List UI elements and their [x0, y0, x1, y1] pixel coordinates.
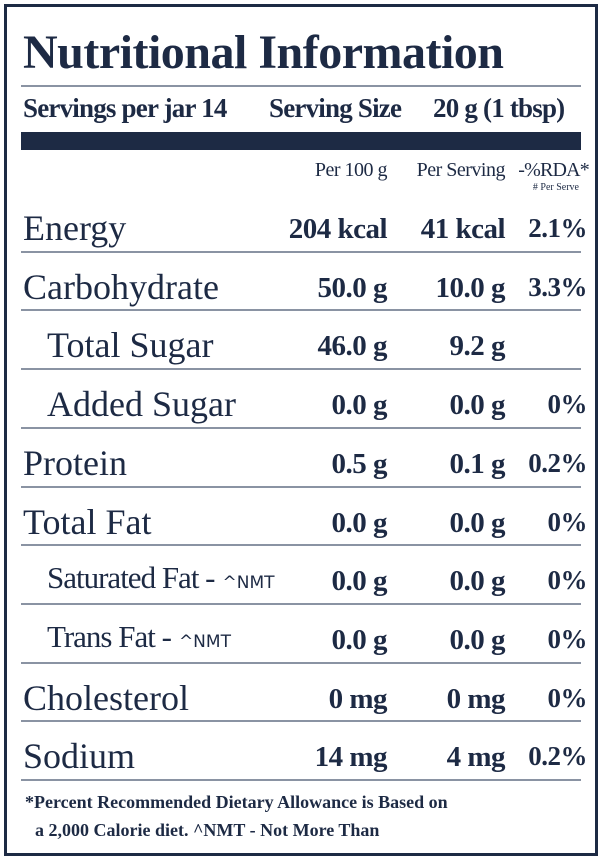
divider — [21, 720, 581, 723]
row-label: Cholesterol — [23, 677, 189, 718]
row-label: Carbohydrate — [23, 266, 219, 307]
per-100g: 14 mg — [314, 741, 388, 774]
rda: 3.3% — [528, 271, 587, 302]
divider — [21, 779, 581, 781]
divider — [21, 602, 581, 605]
row-label: Total Sugar — [47, 325, 214, 366]
rda: 0.2% — [528, 741, 587, 772]
servings: Servings per jar 14 — [23, 93, 227, 123]
thick-bar — [21, 132, 581, 150]
row-note: ^NMT — [222, 573, 275, 594]
row-label: Energy — [23, 208, 127, 248]
per-serving: 4 mg — [446, 741, 506, 774]
divider — [21, 250, 581, 253]
divider — [21, 485, 581, 488]
rda: 0% — [547, 623, 588, 654]
row-label: Saturated Fat - ^NMT — [47, 560, 275, 596]
rda: 0% — [547, 389, 588, 420]
nutrition-label: Nutritional Information Servings per jar… — [4, 4, 598, 856]
row-label: Sodium — [23, 736, 136, 777]
divider — [21, 426, 581, 429]
per-serving: 0.1 g — [449, 447, 506, 480]
per-100g: 0.0 g — [331, 623, 388, 656]
per-serving: 0 mg — [446, 682, 506, 715]
column-header: -%RDA* — [518, 159, 590, 181]
column-header: Per Serving — [416, 159, 506, 181]
per-serving: 9.2 g — [449, 330, 506, 363]
divider — [21, 309, 581, 312]
row-label: Trans Fat - ^NMT — [47, 618, 231, 654]
row-label: Total Fat — [23, 501, 152, 542]
per-100g: 0 mg — [328, 682, 388, 715]
per-100g: 0.5 g — [331, 447, 388, 480]
rda: 0% — [547, 565, 588, 596]
per-serving: 41 kcal — [420, 213, 506, 245]
per-100g: 0.0 g — [331, 506, 388, 539]
rda: 0% — [547, 506, 588, 537]
rda: 0.2% — [528, 447, 587, 478]
per-100g: 204 kcal — [288, 213, 388, 245]
per-100g: 50.0 g — [317, 271, 388, 304]
serving-size-label: Serving Size — [269, 93, 402, 123]
divider — [21, 85, 581, 87]
footer-line: *Percent Recommended Dietary Allowance i… — [25, 792, 448, 812]
per-serving: 0.0 g — [449, 565, 506, 598]
rda-note: # Per Serve — [532, 182, 579, 193]
title: Nutritional Information — [23, 26, 504, 79]
serving-size: 20 g (1 tbsp) — [433, 93, 565, 123]
per-serving: 0.0 g — [449, 506, 506, 539]
divider — [21, 661, 581, 664]
per-serving: 0.0 g — [449, 389, 506, 422]
per-100g: 0.0 g — [331, 389, 388, 422]
per-serving: 0.0 g — [449, 623, 506, 656]
rda: 0% — [547, 682, 588, 713]
column-header: Per 100 g — [314, 159, 388, 181]
divider — [21, 368, 581, 371]
per-serving: 10.0 g — [435, 271, 506, 304]
footer-line: a 2,000 Calorie diet. ^NMT - Not More Th… — [35, 820, 380, 840]
row-label: Protein — [23, 442, 127, 483]
row-note: ^NMT — [178, 631, 231, 652]
divider — [21, 544, 581, 547]
row-label: Added Sugar — [47, 384, 236, 425]
per-100g: 46.0 g — [317, 330, 388, 363]
per-100g: 0.0 g — [331, 565, 388, 598]
rda: 2.1% — [528, 213, 587, 243]
